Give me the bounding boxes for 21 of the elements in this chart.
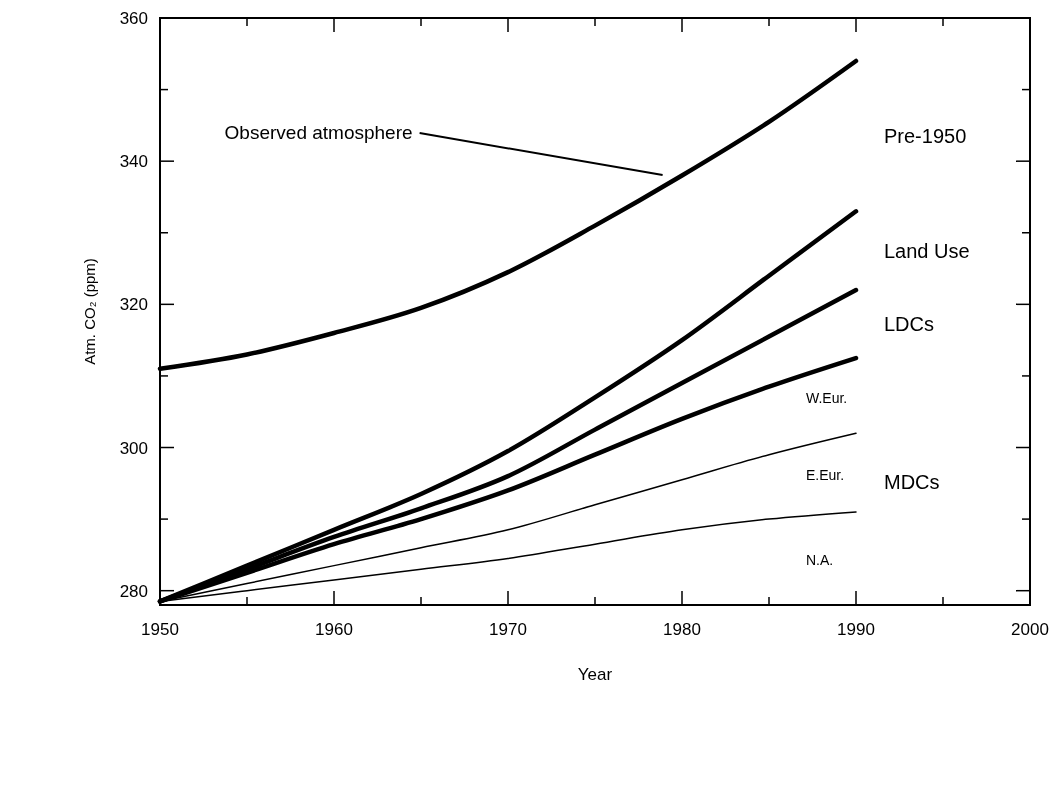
y-tick-label: 280 <box>119 581 148 601</box>
annotation: Land Use <box>884 239 970 262</box>
y-tick-label: 320 <box>119 295 148 315</box>
x-tick-label: 1960 <box>315 620 353 639</box>
y-tick-label: 340 <box>119 152 148 172</box>
x-tick-label: 1970 <box>489 620 527 639</box>
x-tick-label: 1950 <box>141 620 179 639</box>
x-tick-label: 1980 <box>663 620 701 639</box>
x-tick-label: 1990 <box>837 620 875 639</box>
annotation: W.Eur. <box>806 389 848 406</box>
annotation: Observed atmosphere <box>224 122 413 144</box>
annotation: Pre-1950 <box>884 125 967 148</box>
annotation: MDCs <box>884 470 940 493</box>
annotation: E.Eur. <box>806 466 845 483</box>
annotation: N.A. <box>806 552 834 569</box>
y-tick-label: 300 <box>119 438 148 458</box>
x-axis-title: Year <box>577 665 613 684</box>
y-axis-title: Atm. CO₂ (ppm) <box>81 258 98 365</box>
annotation: LDCs <box>884 313 935 336</box>
y-tick-label: 360 <box>119 9 148 28</box>
x-tick-label: 2000 <box>1011 620 1049 639</box>
